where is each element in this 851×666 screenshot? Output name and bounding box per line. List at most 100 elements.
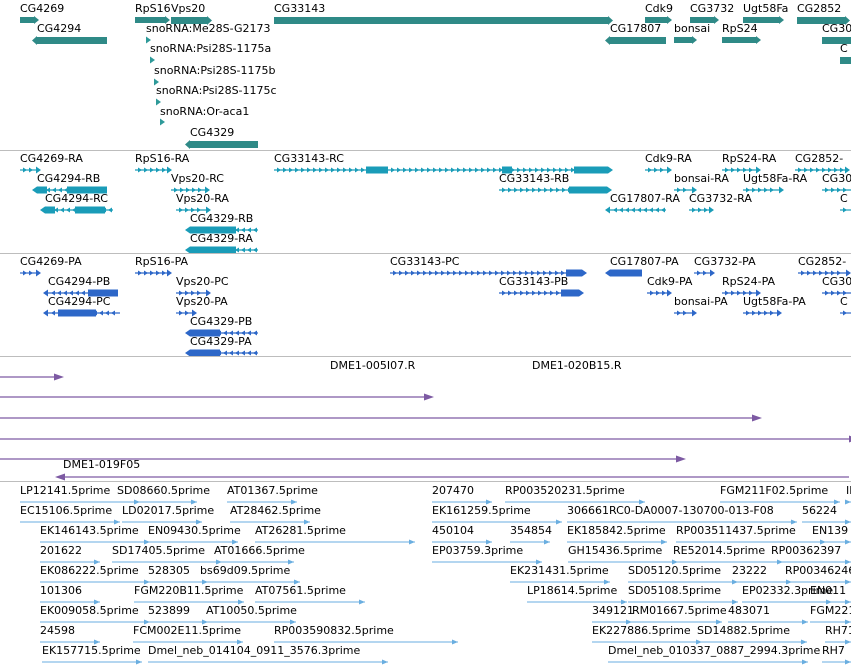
feature-label[interactable]: FGM211F02.5prime <box>720 484 829 497</box>
feature-label[interactable]: CG4329-RB <box>190 212 254 225</box>
feature-label[interactable]: Vps20 <box>171 2 206 15</box>
feature-label[interactable]: CG30 <box>822 22 851 35</box>
feature-label[interactable]: RP00346246 <box>785 564 851 577</box>
feature-label[interactable]: CG4329 <box>190 126 235 139</box>
feature-label[interactable]: EK009058.5prime <box>40 604 139 617</box>
feature-label[interactable]: bonsai-RA <box>674 172 729 185</box>
feature-label[interactable]: EK185842.5prime <box>567 524 666 537</box>
feature-label[interactable]: CG3732-RA <box>689 192 752 205</box>
feature-label[interactable]: CG4329-PB <box>190 315 253 328</box>
feature-label[interactable]: Ugt58Fa-PA <box>743 295 806 308</box>
feature-label[interactable]: 24598 <box>40 624 75 637</box>
feature-label[interactable]: 306661RC0-DA0007-130700-013-F08 <box>567 504 774 517</box>
feature-label[interactable]: EK227886.5prime <box>592 624 691 637</box>
feature-label[interactable]: RP003511437.5prime <box>676 524 796 537</box>
feature-label[interactable]: RpS16-RA <box>135 152 190 165</box>
feature-label[interactable]: LP12141.5prime <box>20 484 111 497</box>
feature-label[interactable]: CG4294 <box>37 22 82 35</box>
feature-label[interactable]: CG2852- <box>798 255 847 268</box>
feature-label[interactable]: snoRNA:Psi28S-1175c <box>156 84 277 97</box>
feature-label[interactable]: 101306 <box>40 584 82 597</box>
feature-label[interactable]: CG2852- <box>795 152 844 165</box>
feature-label[interactable]: bonsai-PA <box>674 295 728 308</box>
feature-label[interactable]: 56224 <box>802 504 837 517</box>
feature-label[interactable]: SD05108.5prime <box>628 584 721 597</box>
feature-label[interactable]: CG4294-PC <box>48 295 111 308</box>
feature-label[interactable]: CG4294-RC <box>45 192 108 205</box>
feature-label[interactable]: CG33143-PB <box>499 275 569 288</box>
feature-label[interactable]: EK086222.5prime <box>40 564 139 577</box>
feature-label[interactable]: AT26281.5prime <box>255 524 346 537</box>
feature-label[interactable]: snoRNA:Or-aca1 <box>160 105 250 118</box>
feature-label[interactable]: Vps20-PA <box>176 295 228 308</box>
feature-label[interactable]: EK161259.5prime <box>432 504 531 517</box>
feature-label[interactable]: 523899 <box>148 604 190 617</box>
feature-label[interactable]: AT01367.5prime <box>227 484 318 497</box>
feature-label[interactable]: CG4294-PB <box>48 275 111 288</box>
feature-label[interactable]: CG4269-PA <box>20 255 82 268</box>
feature-label[interactable]: Dmel_neb_010337_0887_2994.3prime <box>608 644 821 657</box>
feature-label[interactable]: EN139 <box>812 524 849 537</box>
feature-label[interactable]: snoRNA:Me28S-G2173 <box>146 22 271 35</box>
feature-label[interactable]: FGM220B11.5prime <box>134 584 244 597</box>
feature-label[interactable]: AT07561.5prime <box>255 584 346 597</box>
feature-label[interactable]: RP00362397 <box>771 544 842 557</box>
feature-label[interactable]: 354854 <box>510 524 552 537</box>
feature-label[interactable]: EK146143.5prime <box>40 524 139 537</box>
feature-label[interactable]: CG33143-RB <box>499 172 570 185</box>
feature-label[interactable]: CG33143 <box>274 2 326 15</box>
feature-label[interactable]: Vps20-RC <box>171 172 224 185</box>
feature-label[interactable]: CG3732-PA <box>694 255 756 268</box>
feature-label[interactable]: CG17807-PA <box>610 255 679 268</box>
feature-label[interactable]: RpS16-PA <box>135 255 189 268</box>
feature-label[interactable]: CG17807-RA <box>610 192 680 205</box>
feature-label[interactable]: LD02017.5prime <box>122 504 215 517</box>
feature-label[interactable]: CG33143-PC <box>390 255 460 268</box>
feature-label[interactable]: CG30 <box>822 275 851 288</box>
feature-label[interactable]: CG4329-RA <box>190 232 253 245</box>
feature-label[interactable]: EN09430.5prime <box>148 524 241 537</box>
feature-label[interactable]: CG2852 <box>797 2 842 15</box>
feature-label[interactable]: 528305 <box>148 564 190 577</box>
feature-label[interactable]: CG4294-RB <box>37 172 101 185</box>
feature-label[interactable]: RP003590832.5prime <box>274 624 394 637</box>
feature-label[interactable]: Ugt58Fa-RA <box>743 172 808 185</box>
feature-label[interactable]: CG4269-RA <box>20 152 83 165</box>
feature-label[interactable]: CG33143-RC <box>274 152 344 165</box>
feature-label[interactable]: EC15106.5prime <box>20 504 113 517</box>
feature-label[interactable]: EP02332.3prime <box>742 584 834 597</box>
feature-label[interactable]: Vps20-RA <box>176 192 229 205</box>
feature-label[interactable]: RH7148 <box>825 624 851 637</box>
feature-label[interactable]: AT28462.5prime <box>230 504 321 517</box>
feature-label[interactable]: SD14882.5prime <box>697 624 790 637</box>
feature-label[interactable]: snoRNA:Psi28S-1175a <box>150 42 272 55</box>
feature-label[interactable]: RpS24-PA <box>722 275 776 288</box>
feature-label[interactable]: RpS16 <box>135 2 171 15</box>
feature-label[interactable]: AT01666.5prime <box>214 544 305 557</box>
feature-label[interactable]: DME1-020B15.R <box>532 359 622 372</box>
feature-label[interactable]: C <box>840 42 848 55</box>
feature-label[interactable]: 349121 <box>592 604 634 617</box>
feature-label[interactable]: IP <box>846 484 851 497</box>
feature-label[interactable]: Dmel_neb_014104_0911_3576.3prime <box>148 644 361 657</box>
feature-label[interactable]: LP18614.5prime <box>527 584 618 597</box>
feature-label[interactable]: CG30 <box>822 172 851 185</box>
feature-label[interactable]: RP003520231.5prime <box>505 484 625 497</box>
feature-label[interactable]: GH15436.5prime <box>568 544 663 557</box>
feature-label[interactable]: RpS24-RA <box>722 152 777 165</box>
feature-label[interactable]: EK231431.5prime <box>510 564 609 577</box>
feature-label[interactable]: 201622 <box>40 544 82 557</box>
feature-label[interactable]: DME1-005I07.R <box>330 359 416 372</box>
feature-label[interactable]: EP03759.3prime <box>432 544 524 557</box>
feature-label[interactable]: RE52014.5prime <box>673 544 766 557</box>
feature-label[interactable]: SD05120.5prime <box>628 564 721 577</box>
feature-label[interactable]: RM01667.5prime <box>632 604 727 617</box>
feature-label[interactable]: AT10050.5prime <box>206 604 297 617</box>
feature-label[interactable]: C <box>840 295 848 308</box>
feature-label[interactable]: FCM002E11.5prime <box>133 624 241 637</box>
feature-label[interactable]: CG3732 <box>690 2 735 15</box>
feature-label[interactable]: 483071 <box>728 604 770 617</box>
feature-label[interactable]: snoRNA:Psi28S-1175b <box>154 64 276 77</box>
feature-label[interactable]: bonsai <box>674 22 711 35</box>
feature-label[interactable]: RpS24 <box>722 22 758 35</box>
